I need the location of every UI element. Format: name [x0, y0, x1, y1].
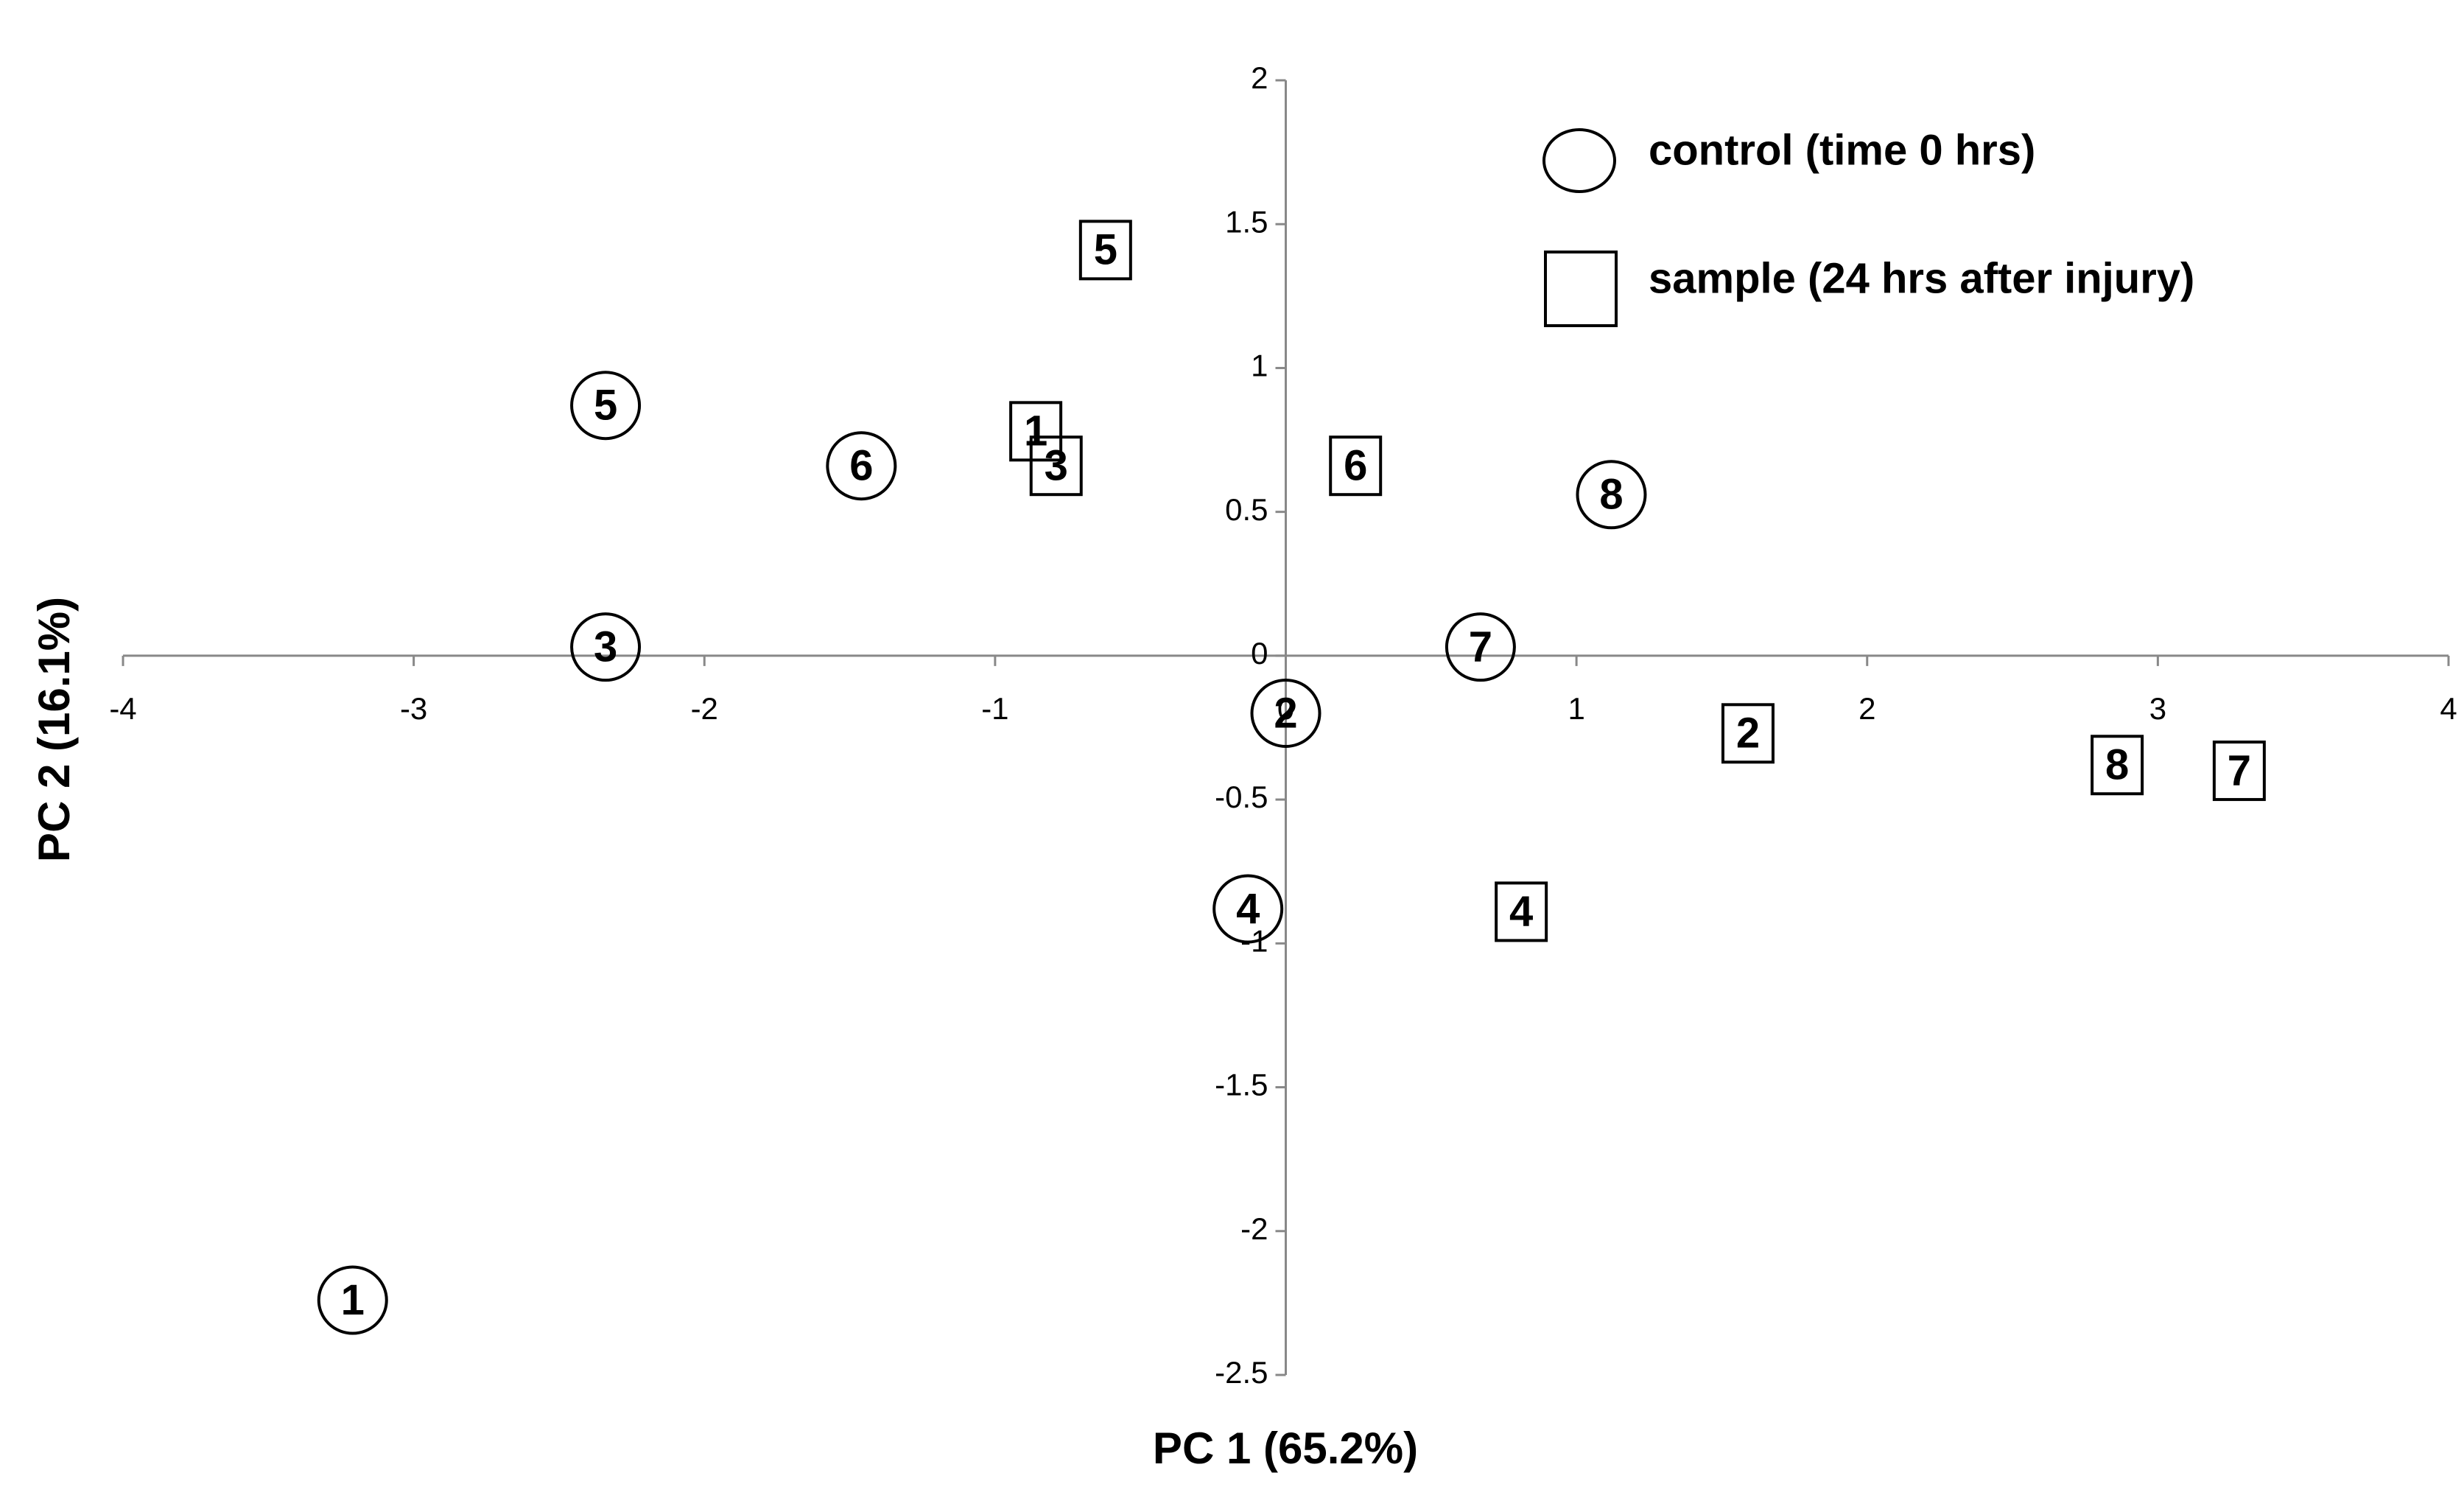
point [1009, 401, 1063, 462]
point-label: 1 [1024, 407, 1047, 455]
point [1078, 220, 1132, 281]
x-tick-label: -4 [109, 691, 136, 726]
point-label: 8 [1599, 471, 1623, 519]
legend-marker [1544, 251, 1618, 327]
point [570, 371, 642, 441]
point-label: 4 [1509, 888, 1533, 936]
point [1029, 435, 1083, 497]
x-tick-label: 1 [1568, 691, 1584, 726]
point-label: 6 [1344, 442, 1367, 490]
y-tick-label: -2.5 [1215, 1355, 1268, 1390]
point [1495, 881, 1548, 942]
legend-label: sample (24 hrs after injury) [1649, 254, 2194, 302]
y-tick-label: -2 [1240, 1211, 1268, 1246]
x-tick-label: 3 [2149, 691, 2166, 726]
point [826, 431, 897, 501]
point [2212, 741, 2266, 802]
point [1250, 678, 1321, 748]
point-label: 7 [1469, 623, 1492, 671]
legend-marker [1542, 128, 1616, 193]
point [317, 1265, 388, 1335]
point [1721, 703, 1775, 764]
y-tick-label: 0 [1251, 636, 1268, 671]
legend-label: control (time 0 hrs) [1649, 126, 2035, 174]
x-tick-label: -2 [691, 691, 718, 726]
point-label: 5 [594, 382, 617, 430]
point [1212, 874, 1284, 944]
point [1329, 435, 1383, 497]
point-label: 8 [2105, 741, 2129, 789]
y-tick-label: -1.5 [1215, 1068, 1268, 1102]
x-tick-label: 0 [1277, 691, 1294, 726]
x-tick-label: 4 [2440, 691, 2457, 726]
point-label: 7 [2228, 746, 2251, 794]
y-tick-label: 0.5 [1225, 492, 1268, 527]
y-tick-label: 1 [1251, 349, 1268, 383]
point-label: 2 [1736, 710, 1760, 757]
y-axis-title: PC 2 (16.1%) [29, 597, 79, 862]
point [2091, 735, 2144, 796]
x-tick-label: -3 [400, 691, 427, 726]
point [1445, 612, 1516, 682]
point-label: 4 [1236, 885, 1260, 933]
point [1576, 460, 1647, 530]
point-label: 2 [1274, 689, 1297, 737]
point-label: 6 [849, 442, 873, 490]
point-label: 3 [1045, 442, 1068, 490]
y-tick-label: 1.5 [1225, 204, 1268, 239]
x-tick-label: 2 [1858, 691, 1875, 726]
x-axis-title: PC 1 (65.2%) [1153, 1424, 1418, 1473]
point-label: 3 [594, 623, 617, 671]
y-tick-label: -0.5 [1215, 780, 1268, 814]
point-label: 5 [1094, 226, 1117, 274]
y-tick-label: 2 [1251, 60, 1268, 95]
x-tick-label: -1 [981, 691, 1008, 726]
point-label: 1 [341, 1276, 365, 1324]
point [570, 612, 642, 682]
